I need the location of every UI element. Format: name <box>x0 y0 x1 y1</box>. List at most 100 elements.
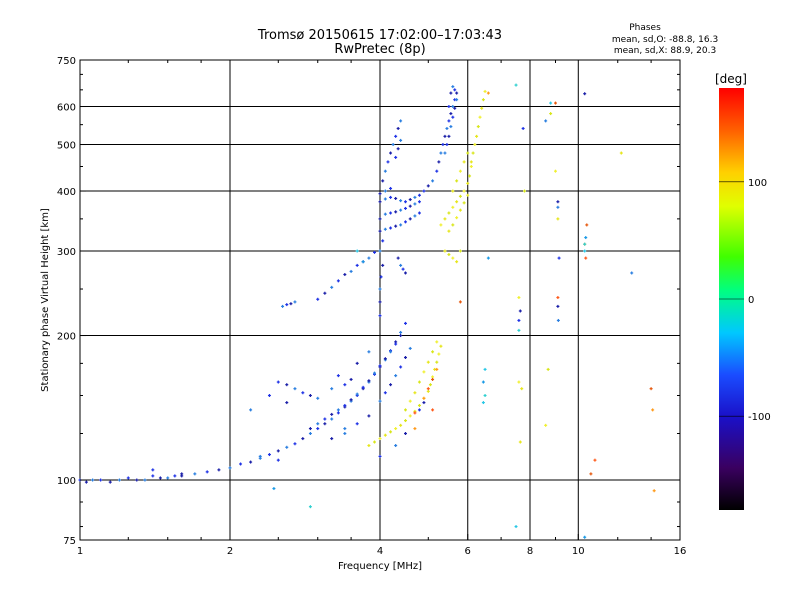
data-point <box>108 480 112 484</box>
data-point <box>343 383 347 387</box>
data-point <box>378 399 382 403</box>
data-point <box>383 433 387 437</box>
data-point <box>381 239 385 243</box>
data-point <box>451 205 455 209</box>
y-tick-label: 200 <box>57 332 76 343</box>
data-point <box>417 193 421 197</box>
data-point <box>453 106 457 110</box>
data-point <box>544 119 548 123</box>
data-point <box>443 151 447 155</box>
colorbar-tick-label: -100 <box>748 412 771 423</box>
data-point <box>426 360 430 364</box>
data-point <box>413 195 417 199</box>
data-point <box>517 380 521 384</box>
data-point <box>217 468 221 472</box>
data-point <box>193 472 197 476</box>
data-point <box>483 367 487 371</box>
data-point <box>381 263 385 267</box>
data-point <box>289 302 293 306</box>
data-point <box>91 478 95 482</box>
data-point <box>401 267 405 271</box>
data-point <box>258 454 262 458</box>
data-points <box>78 83 656 539</box>
data-point <box>389 195 393 199</box>
data-point <box>556 304 560 308</box>
data-point <box>549 112 553 116</box>
y-tick-label: 100 <box>57 476 76 487</box>
data-point <box>378 229 382 233</box>
data-point <box>439 344 443 348</box>
data-point <box>399 263 403 267</box>
data-point <box>323 417 327 421</box>
data-point <box>408 399 412 403</box>
data-point <box>447 105 451 109</box>
data-point <box>394 224 398 228</box>
data-point <box>445 126 449 130</box>
data-point <box>455 216 459 220</box>
colorbar-tick-label: 0 <box>748 295 754 306</box>
data-point <box>585 223 589 227</box>
data-point <box>517 328 521 332</box>
data-point <box>389 383 393 387</box>
data-point <box>422 396 426 400</box>
data-point <box>403 200 407 204</box>
data-point <box>652 489 656 493</box>
data-point <box>455 98 459 102</box>
data-point <box>445 143 449 147</box>
data-point <box>389 186 393 190</box>
data-point <box>413 427 417 431</box>
data-point <box>458 194 462 198</box>
data-point <box>389 226 393 230</box>
data-point <box>403 419 407 423</box>
y-tick-label: 300 <box>57 247 76 258</box>
y-axis-label: Stationary phase Virtual Height [km] <box>40 208 51 392</box>
data-point <box>514 83 518 87</box>
y-tick-label: 400 <box>57 187 76 198</box>
data-point <box>435 340 439 344</box>
data-point <box>458 249 462 253</box>
data-point <box>403 432 407 436</box>
data-point <box>308 427 312 431</box>
data-point <box>399 365 403 369</box>
data-point <box>403 271 407 275</box>
data-point <box>431 179 435 183</box>
data-point <box>293 387 297 391</box>
data-point <box>389 430 393 434</box>
data-point <box>422 189 426 193</box>
phases-x-stats: mean, sd,X: 88.9, 20.3 <box>614 46 716 56</box>
data-point <box>323 422 327 426</box>
data-point <box>373 250 377 254</box>
data-point <box>518 309 522 313</box>
x-axis-ticks: 1 2 4 6 8 10 16 <box>77 60 686 557</box>
data-point <box>514 525 518 529</box>
data-point <box>556 200 560 204</box>
data-point <box>399 119 403 123</box>
data-point <box>349 377 353 381</box>
data-point <box>399 223 403 227</box>
data-point <box>544 423 548 427</box>
data-point <box>355 263 359 267</box>
data-point <box>276 449 280 453</box>
data-point <box>249 460 253 464</box>
data-point <box>394 155 398 159</box>
data-point <box>517 318 521 322</box>
data-point <box>518 440 522 444</box>
data-point <box>399 138 403 142</box>
data-point <box>583 249 587 253</box>
data-point <box>447 211 451 215</box>
data-point <box>285 401 289 405</box>
data-point <box>584 236 588 240</box>
data-point <box>520 387 524 391</box>
data-point <box>458 208 462 212</box>
data-point <box>556 217 560 221</box>
data-point <box>361 260 365 264</box>
data-point <box>483 394 487 398</box>
data-point <box>447 119 451 123</box>
data-point <box>422 401 426 405</box>
data-point <box>426 184 430 188</box>
data-point <box>417 380 421 384</box>
data-point <box>478 115 482 119</box>
data-point <box>391 143 395 147</box>
data-point <box>135 478 139 482</box>
x-tick-label: 6 <box>465 546 471 557</box>
